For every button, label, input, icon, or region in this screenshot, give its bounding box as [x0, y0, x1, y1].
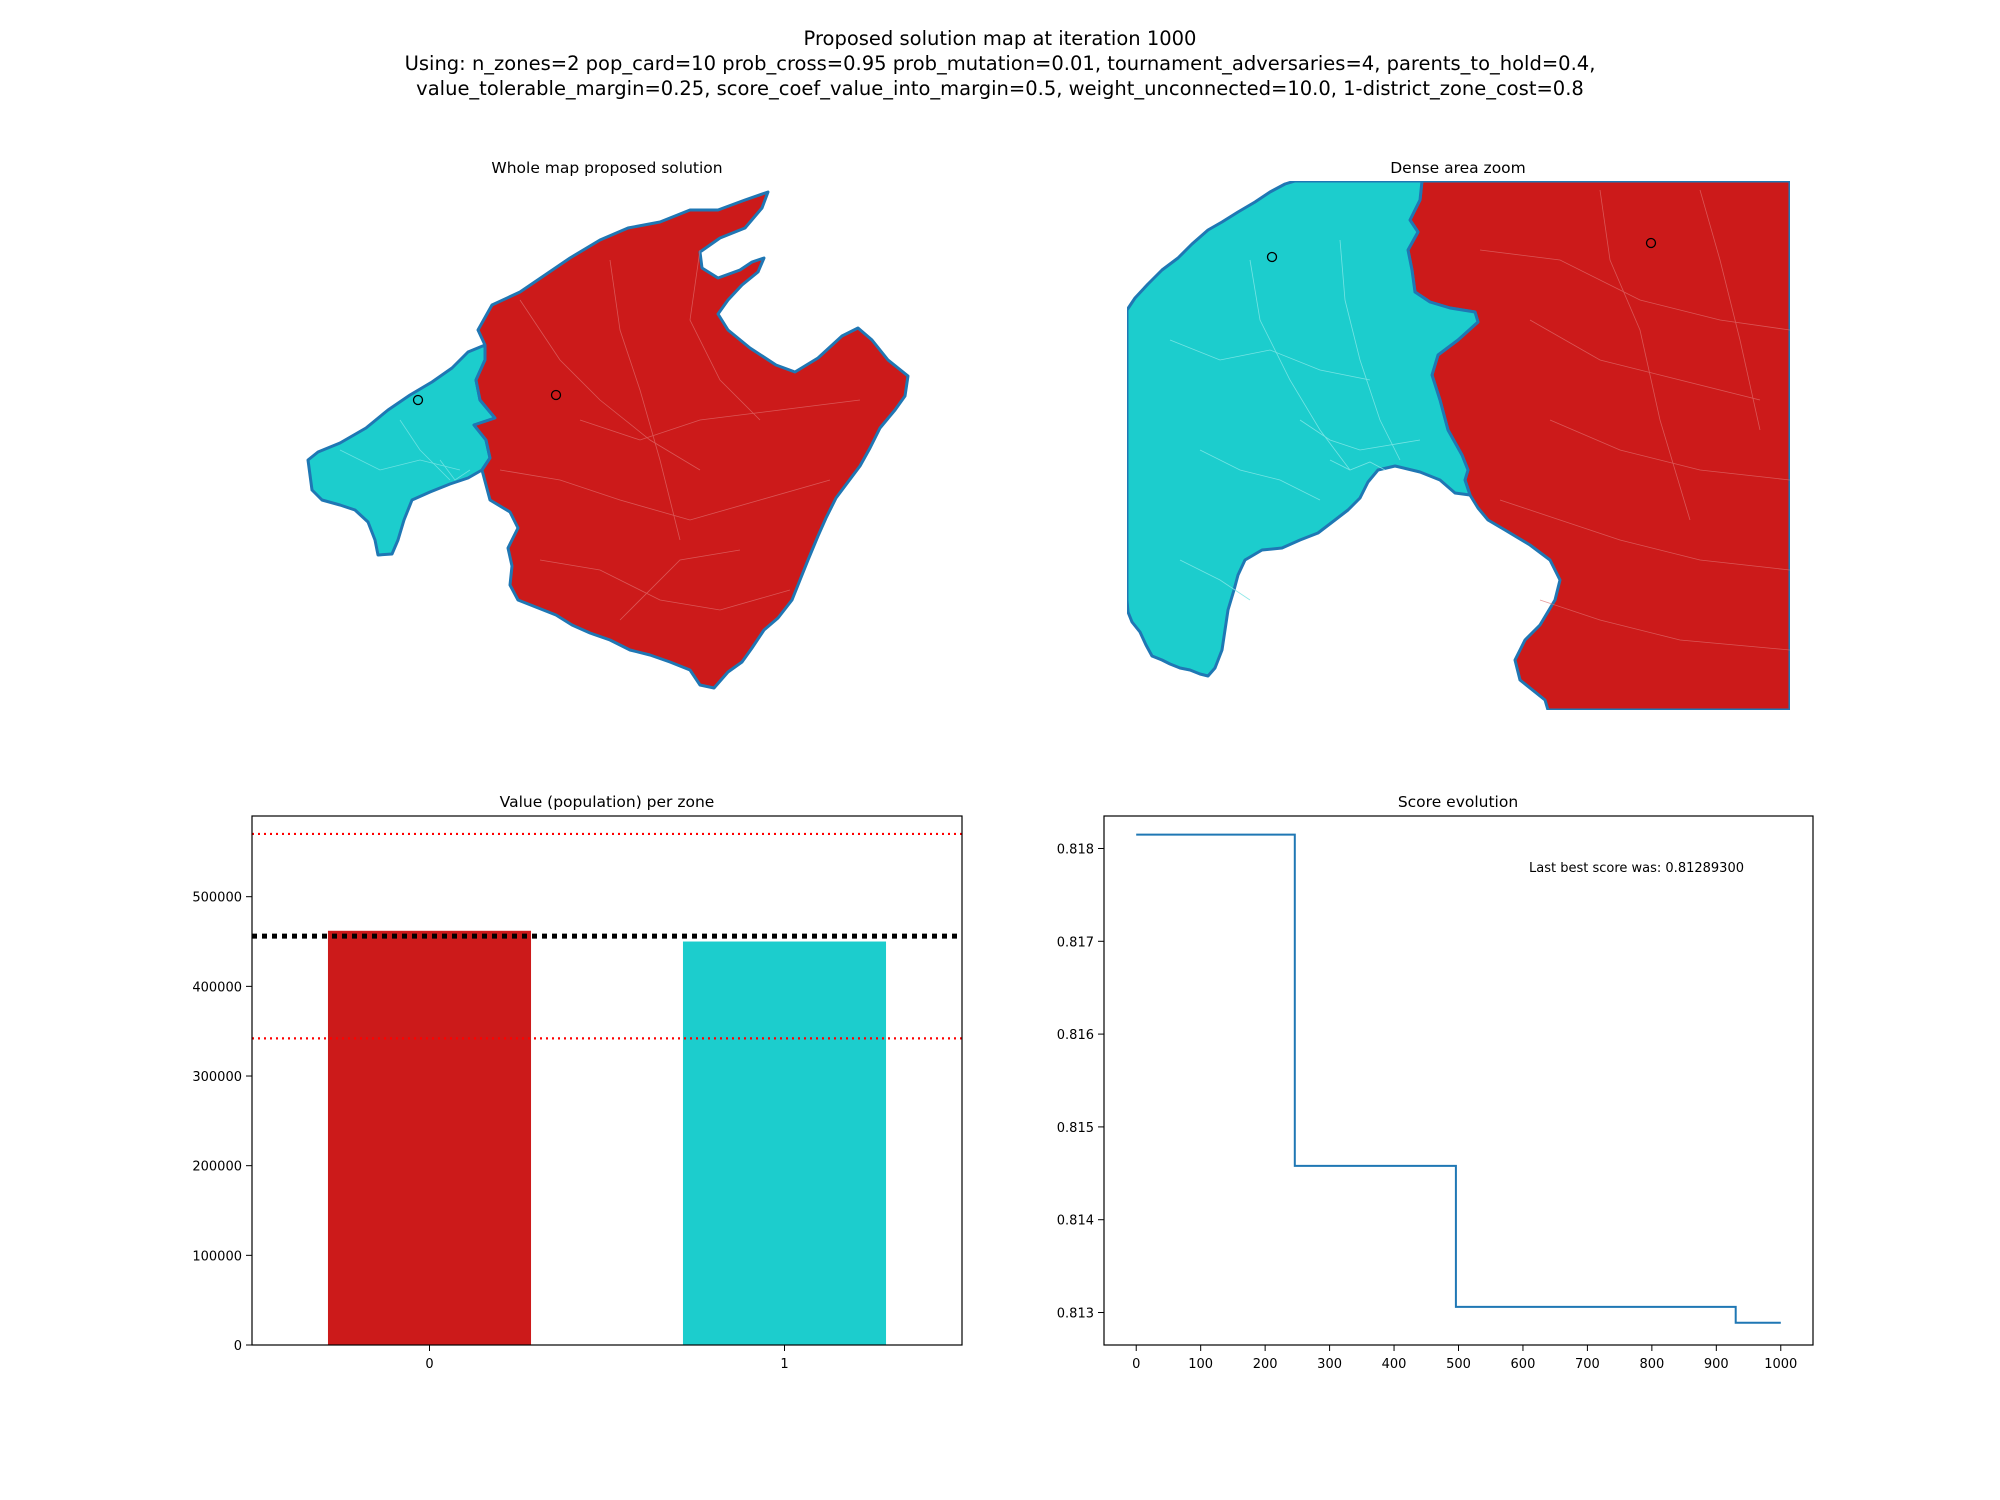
x-tick-label: 0 — [1132, 1357, 1140, 1372]
x-tick-label: 200 — [1253, 1357, 1278, 1372]
x-tick-label: 700 — [1575, 1357, 1600, 1372]
zoom-map-panel: Dense area zoom — [1127, 159, 1790, 710]
y-tick-label: 0.817 — [1057, 935, 1094, 950]
y-tick-label: 200000 — [192, 1160, 242, 1175]
x-tick-label: 100 — [1188, 1357, 1213, 1372]
x-tick-label: 1 — [780, 1357, 788, 1372]
bar-chart-axes-frame — [251, 815, 963, 1346]
figure-title-line-2: Using: n_zones=2 pop_card=10 prob_cross=… — [404, 52, 1596, 75]
y-tick-label: 0 — [234, 1339, 242, 1354]
x-tick-label: 800 — [1639, 1357, 1664, 1372]
x-tick-label: 0 — [425, 1357, 433, 1372]
whole-map-zone1-borders — [339, 419, 471, 481]
y-tick-label: 0.813 — [1057, 1307, 1094, 1322]
zoom-map-zone-0 — [1406, 181, 1790, 710]
bar-zone-1 — [682, 941, 887, 1345]
whole-map-zone-0 — [472, 190, 910, 690]
y-tick-label: 0.815 — [1057, 1121, 1094, 1136]
bar-chart-panel: Value (population) per zone 0 1 0 100000 200… — [192, 793, 963, 1372]
zoom-map-zone-1-center-marker — [1266, 251, 1278, 263]
line-chart-panel: Score evolution 0 100 200 300 400 500 600 700 80… — [1057, 793, 1814, 1372]
line-chart-title: Score evolution — [1398, 793, 1518, 811]
line-chart-axes-frame — [1103, 815, 1814, 1346]
score-line — [1136, 833, 1781, 1324]
y-tick-label: 500000 — [192, 891, 242, 906]
x-tick-label: 600 — [1511, 1357, 1536, 1372]
figure-title-line-3: value_tolerable_margin=0.25, score_coef_… — [416, 77, 1584, 100]
zoom-map-title: Dense area zoom — [1390, 159, 1526, 177]
figure-title-line-1: Proposed solution map at iteration 1000 — [803, 27, 1197, 50]
zoom-map-zone0-borders — [1479, 189, 1790, 651]
x-tick-label: 500 — [1446, 1357, 1471, 1372]
whole-map-zone-1-center-marker — [412, 394, 424, 406]
y-tick-label: 0.814 — [1057, 1214, 1094, 1229]
bar-zone-0 — [327, 930, 532, 1345]
zoom-map-zone1-borders — [1169, 239, 1421, 601]
y-tick-label: 0.816 — [1057, 1028, 1094, 1043]
zoom-map-zone-0-center-marker — [1645, 237, 1657, 249]
whole-map-zone-0-center-marker — [550, 389, 562, 401]
x-tick-label: 300 — [1317, 1357, 1342, 1372]
y-tick-label: 300000 — [192, 1070, 242, 1085]
x-tick-label: 900 — [1704, 1357, 1729, 1372]
zoom-map-zone-1 — [1127, 181, 1480, 678]
bar-chart-title: Value (population) per zone — [500, 793, 715, 811]
y-tick-label: 100000 — [192, 1249, 242, 1264]
whole-map-zone-1 — [306, 343, 497, 557]
whole-map-district-borders — [499, 249, 861, 621]
whole-map-title: Whole map proposed solution — [491, 159, 722, 177]
whole-map-panel: Whole map proposed solution — [306, 159, 910, 690]
x-tick-label: 1000 — [1764, 1357, 1797, 1372]
y-tick-label: 400000 — [192, 980, 242, 995]
line-chart-annotation: Last best score was: 0.81289300 — [1529, 861, 1744, 876]
figure-title: Proposed solution map at iteration 1000 … — [0, 26, 2000, 101]
y-tick-label: 0.818 — [1057, 842, 1094, 857]
x-tick-label: 400 — [1382, 1357, 1407, 1372]
